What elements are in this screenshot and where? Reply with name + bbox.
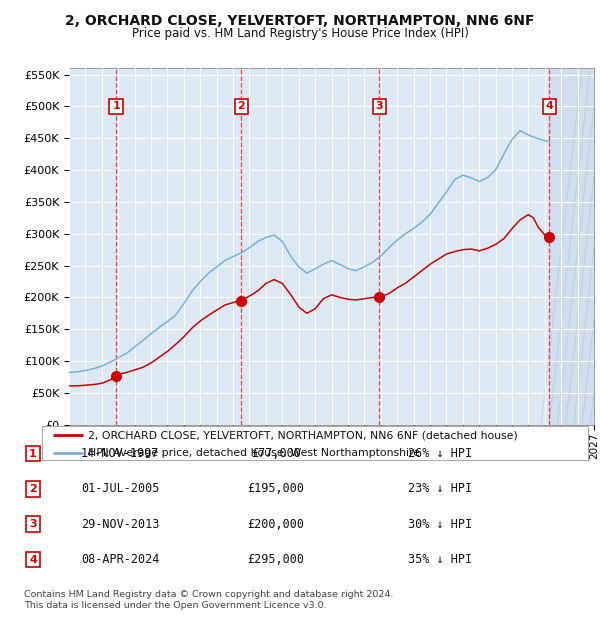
Text: £77,000: £77,000	[251, 447, 301, 460]
Text: £295,000: £295,000	[248, 553, 305, 566]
Text: 2, ORCHARD CLOSE, YELVERTOFT, NORTHAMPTON, NN6 6NF: 2, ORCHARD CLOSE, YELVERTOFT, NORTHAMPTO…	[65, 14, 535, 28]
Text: 26% ↓ HPI: 26% ↓ HPI	[408, 447, 472, 460]
Text: 2: 2	[238, 102, 245, 112]
Text: 4: 4	[545, 102, 553, 112]
Text: £200,000: £200,000	[248, 518, 305, 531]
Text: 35% ↓ HPI: 35% ↓ HPI	[408, 553, 472, 566]
Text: 2: 2	[29, 484, 37, 494]
Text: 29-NOV-2013: 29-NOV-2013	[81, 518, 159, 531]
Text: £195,000: £195,000	[248, 482, 305, 495]
Text: 14-NOV-1997: 14-NOV-1997	[81, 447, 159, 460]
Text: 23% ↓ HPI: 23% ↓ HPI	[408, 482, 472, 495]
Text: 08-APR-2024: 08-APR-2024	[81, 553, 159, 566]
Text: 30% ↓ HPI: 30% ↓ HPI	[408, 518, 472, 531]
Text: 4: 4	[29, 555, 37, 565]
Text: 1: 1	[112, 102, 120, 112]
Text: 3: 3	[376, 102, 383, 112]
Text: HPI: Average price, detached house, West Northamptonshire: HPI: Average price, detached house, West…	[88, 448, 421, 458]
Text: Contains HM Land Registry data © Crown copyright and database right 2024.
This d: Contains HM Land Registry data © Crown c…	[24, 590, 394, 609]
Text: 01-JUL-2005: 01-JUL-2005	[81, 482, 159, 495]
Text: 1: 1	[29, 449, 37, 459]
Text: 3: 3	[29, 520, 37, 529]
Text: Price paid vs. HM Land Registry's House Price Index (HPI): Price paid vs. HM Land Registry's House …	[131, 27, 469, 40]
Text: 2, ORCHARD CLOSE, YELVERTOFT, NORTHAMPTON, NN6 6NF (detached house): 2, ORCHARD CLOSE, YELVERTOFT, NORTHAMPTO…	[88, 430, 518, 440]
